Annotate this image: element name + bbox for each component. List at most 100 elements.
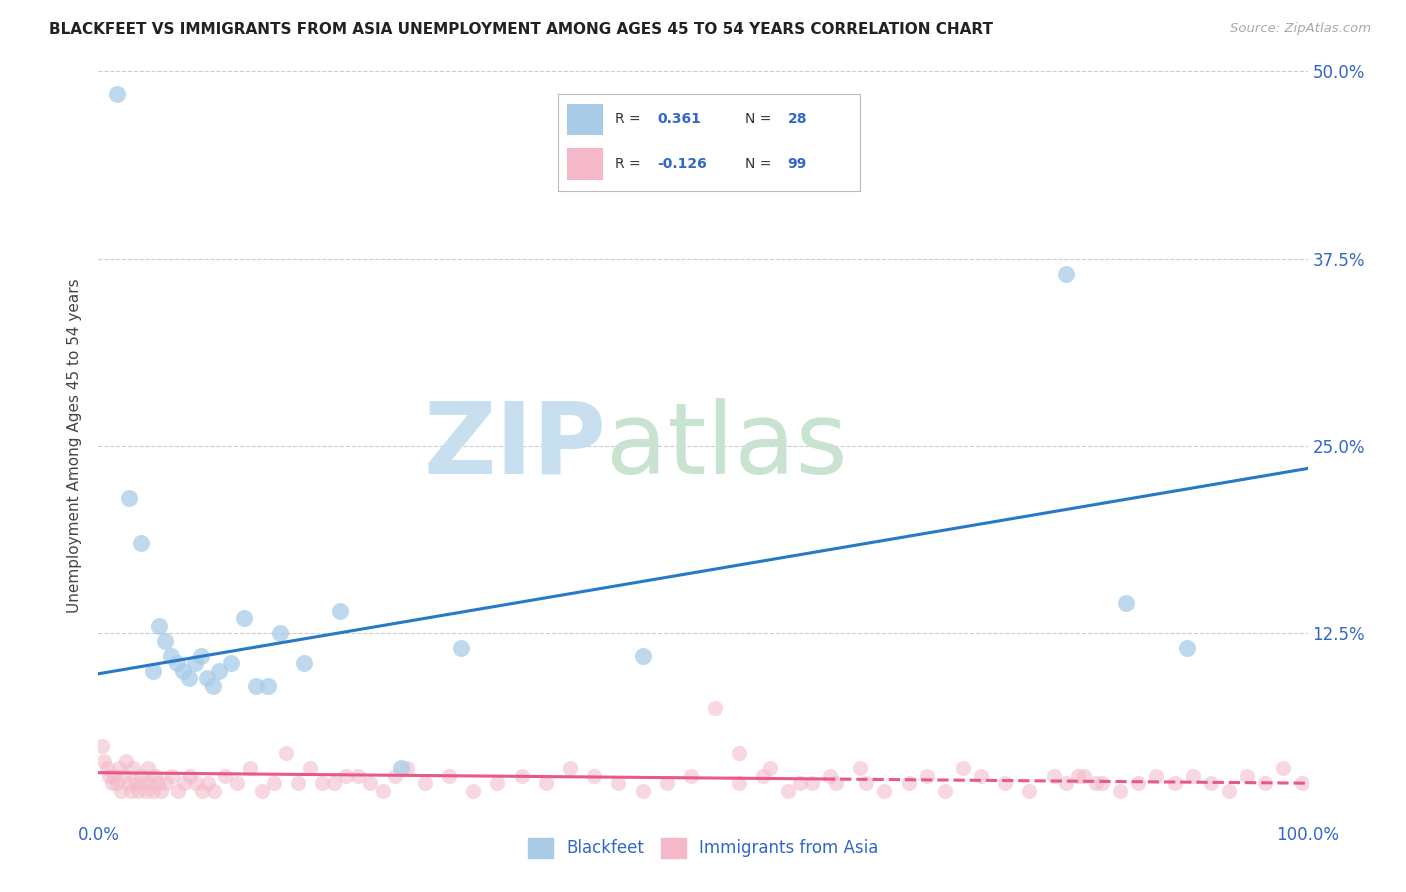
Point: [167, 783, 190, 797]
Point: [127, 783, 149, 797]
Point: [915, 769, 938, 783]
Point: [1272, 761, 1295, 775]
Text: Source: ZipAtlas.com: Source: ZipAtlas.com: [1230, 22, 1371, 36]
Point: [534, 776, 557, 790]
Point: [1091, 776, 1114, 790]
Point: [179, 769, 201, 783]
Point: [1236, 769, 1258, 783]
Point: [142, 664, 165, 678]
Point: [118, 776, 141, 790]
Point: [103, 769, 125, 783]
Point: [115, 754, 138, 768]
Point: [256, 679, 278, 693]
Point: [208, 664, 231, 678]
Point: [239, 761, 262, 775]
Point: [1054, 267, 1077, 281]
Point: [100, 776, 122, 790]
Point: [437, 769, 460, 783]
Point: [105, 776, 128, 790]
Point: [897, 776, 920, 790]
Point: [172, 664, 194, 678]
Legend: Blackfeet, Immigrants from Asia: Blackfeet, Immigrants from Asia: [522, 831, 884, 864]
Point: [704, 701, 727, 715]
Point: [752, 769, 775, 783]
Point: [191, 783, 214, 797]
Point: [789, 776, 811, 790]
Point: [329, 604, 352, 618]
Point: [655, 776, 678, 790]
Point: [269, 626, 291, 640]
Point: [125, 776, 148, 790]
Point: [160, 648, 183, 663]
Point: [96, 761, 118, 775]
Point: [173, 776, 195, 790]
Point: [160, 769, 183, 783]
Point: [1128, 776, 1150, 790]
Point: [142, 783, 165, 797]
Point: [136, 761, 159, 775]
Point: [728, 776, 751, 790]
Point: [186, 776, 208, 790]
Point: [132, 776, 155, 790]
Point: [1175, 641, 1198, 656]
Point: [1218, 783, 1240, 797]
Point: [450, 641, 472, 656]
Point: [1254, 776, 1277, 790]
Point: [226, 776, 249, 790]
Point: [184, 657, 207, 671]
Point: [631, 648, 654, 663]
Point: [679, 769, 702, 783]
Point: [818, 769, 841, 783]
Point: [1181, 769, 1204, 783]
Point: [371, 783, 394, 797]
Y-axis label: Unemployment Among Ages 45 to 54 years: Unemployment Among Ages 45 to 54 years: [67, 278, 83, 614]
Point: [776, 783, 799, 797]
Point: [202, 679, 225, 693]
Point: [166, 657, 188, 671]
Point: [1054, 776, 1077, 790]
Point: [413, 776, 436, 790]
Point: [970, 769, 993, 783]
Text: BLACKFEET VS IMMIGRANTS FROM ASIA UNEMPLOYMENT AMONG AGES 45 TO 54 YEARS CORRELA: BLACKFEET VS IMMIGRANTS FROM ASIA UNEMPL…: [49, 22, 993, 37]
Point: [129, 536, 152, 550]
Point: [197, 776, 219, 790]
Point: [153, 633, 176, 648]
Point: [558, 761, 581, 775]
Point: [1085, 776, 1108, 790]
Point: [1291, 776, 1313, 790]
Point: [758, 761, 780, 775]
Point: [607, 776, 630, 790]
Point: [98, 769, 121, 783]
Point: [148, 619, 170, 633]
Point: [849, 761, 872, 775]
Point: [112, 769, 135, 783]
Point: [122, 761, 145, 775]
Point: [108, 761, 131, 775]
Point: [1163, 776, 1185, 790]
Point: [287, 776, 309, 790]
Point: [311, 776, 333, 790]
Point: [335, 769, 357, 783]
Point: [631, 783, 654, 797]
Point: [1199, 776, 1222, 790]
Point: [118, 491, 141, 506]
Point: [825, 776, 848, 790]
Point: [232, 611, 254, 625]
Point: [245, 679, 267, 693]
Point: [1109, 783, 1132, 797]
Point: [486, 776, 509, 790]
Point: [105, 87, 128, 101]
Point: [360, 776, 382, 790]
Point: [292, 657, 315, 671]
Point: [952, 761, 974, 775]
Point: [91, 739, 114, 753]
Point: [190, 648, 212, 663]
Text: ZIP: ZIP: [423, 398, 606, 494]
Point: [873, 783, 896, 797]
Point: [274, 746, 297, 760]
Point: [994, 776, 1017, 790]
Point: [155, 776, 177, 790]
Point: [728, 746, 751, 760]
Point: [263, 776, 285, 790]
Text: atlas: atlas: [606, 398, 848, 494]
